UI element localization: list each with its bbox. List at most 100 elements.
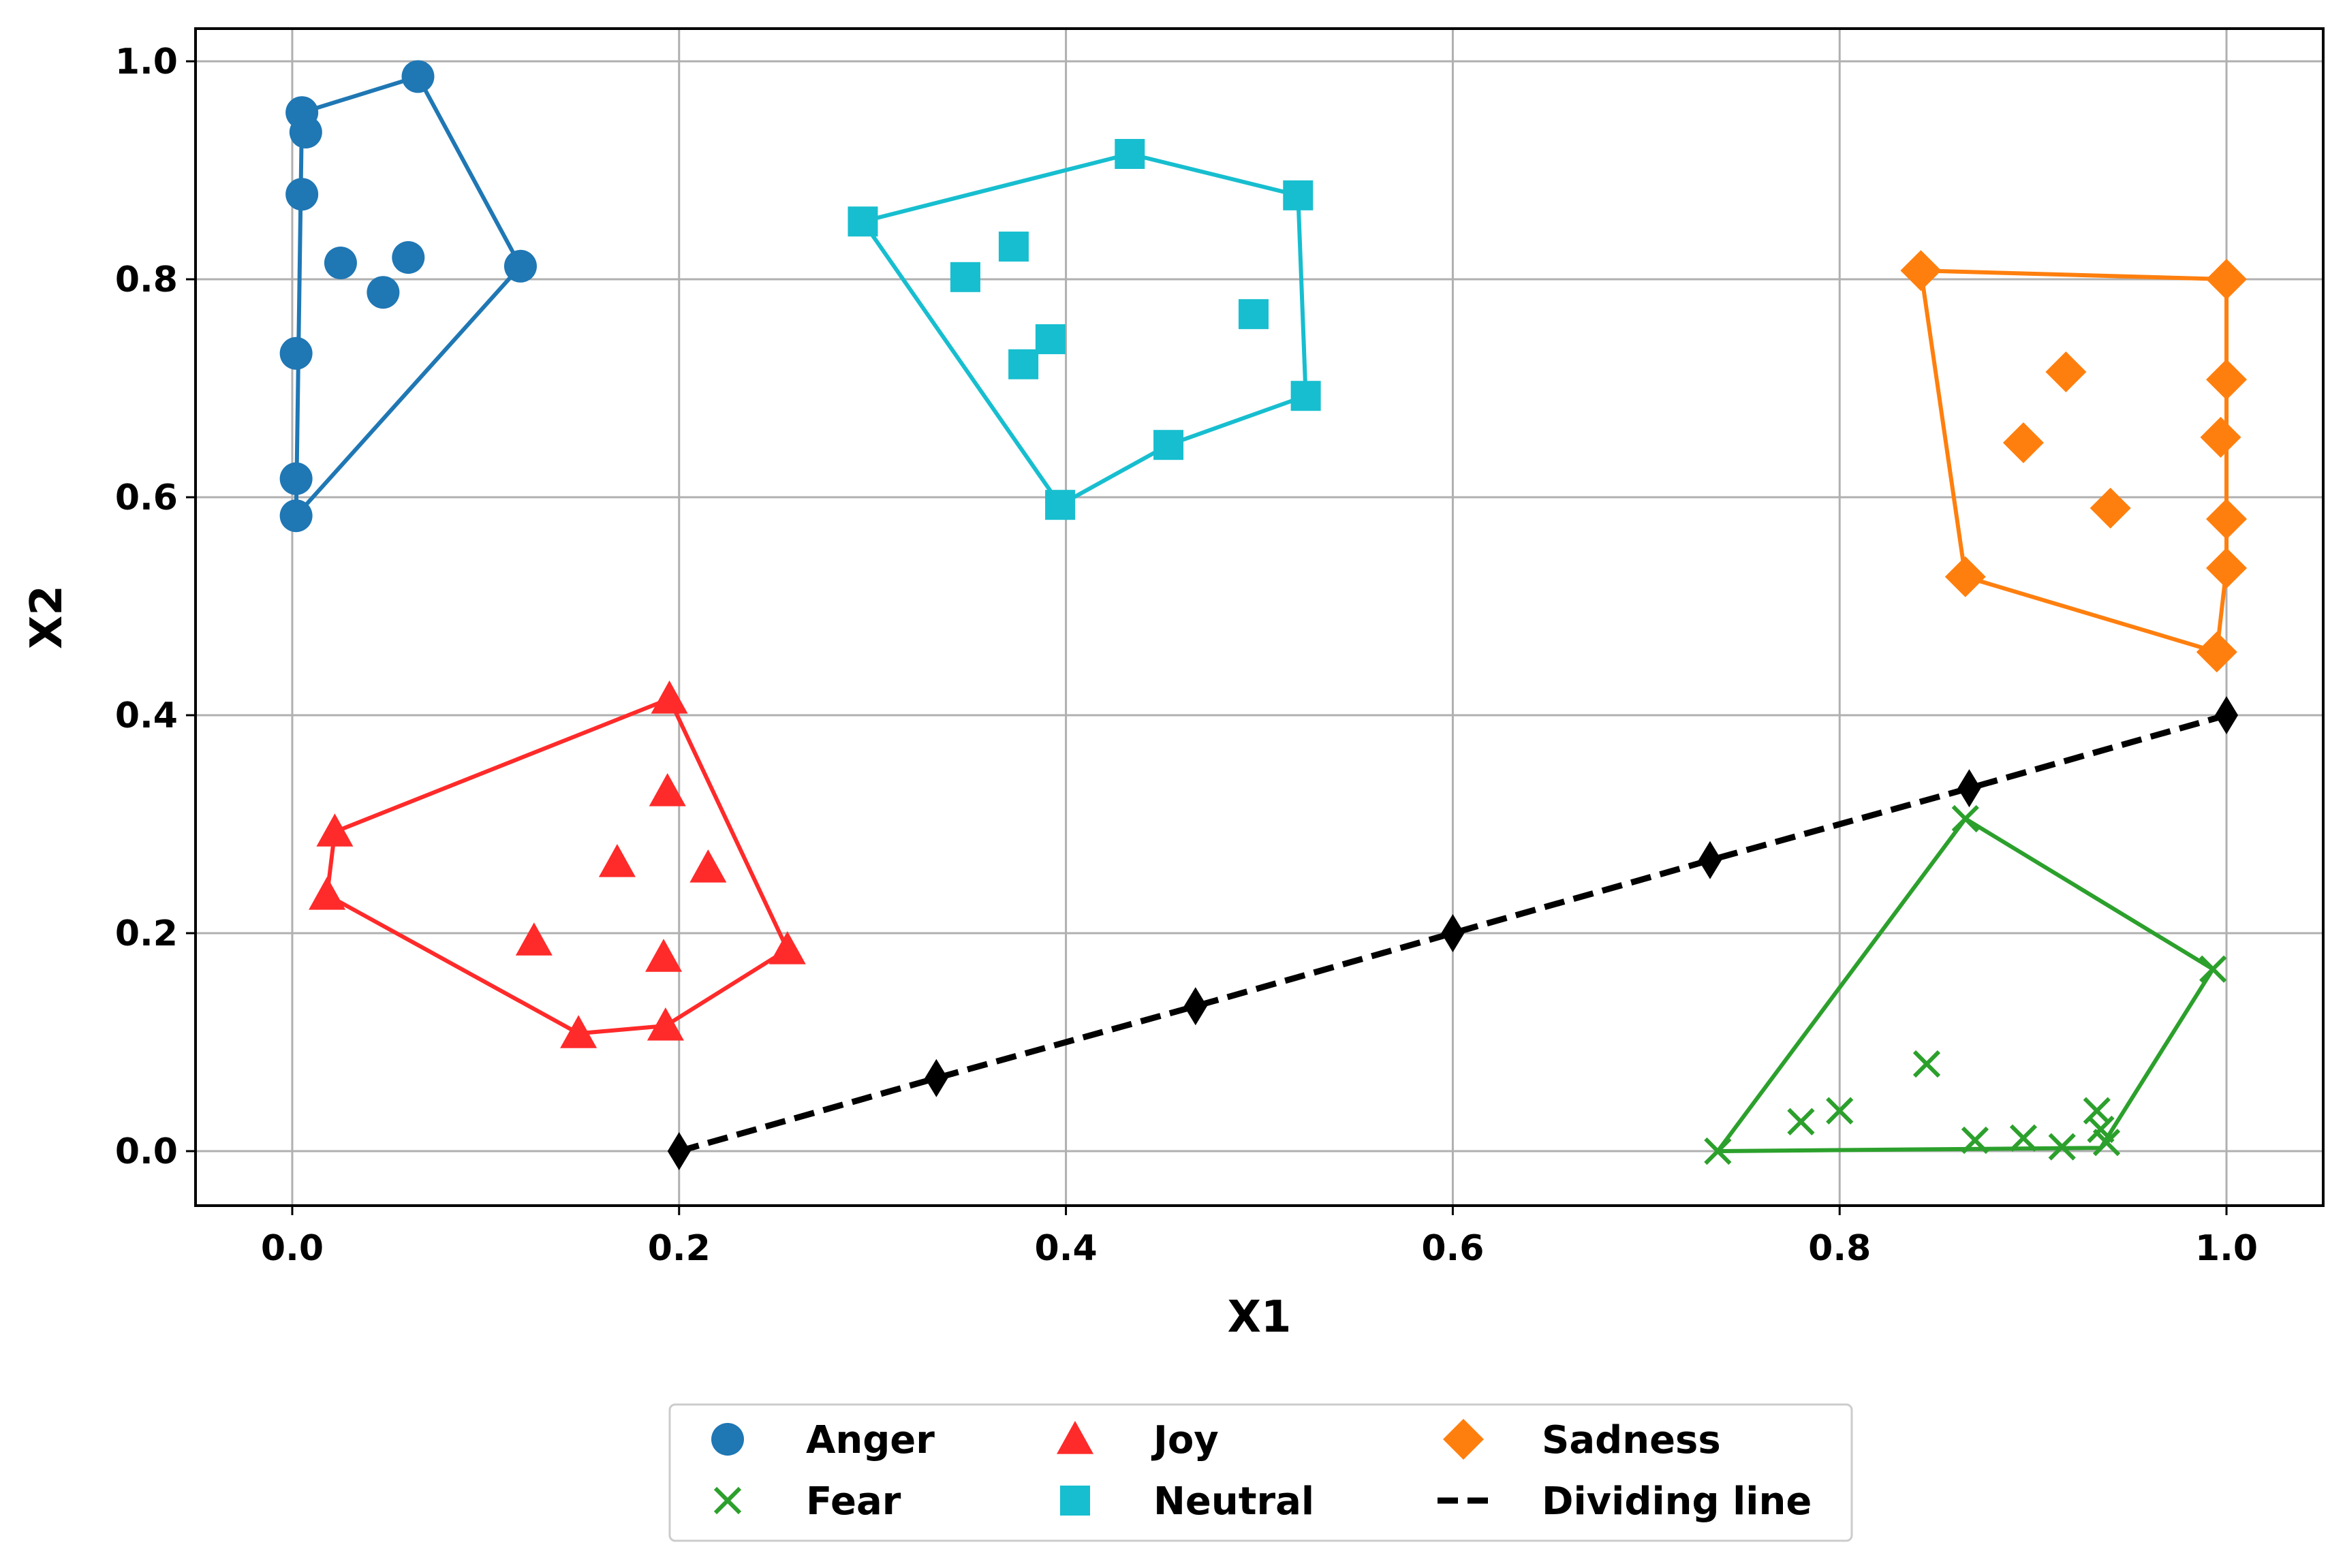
fear-point bbox=[1951, 804, 1979, 833]
fear-point bbox=[1704, 1137, 1732, 1165]
joy-point bbox=[598, 844, 636, 877]
dividing-line-point bbox=[1698, 841, 1722, 879]
x-stroke bbox=[2009, 1124, 2038, 1152]
joy-point bbox=[560, 1015, 597, 1048]
x-tick-label: 0.2 bbox=[648, 1228, 711, 1269]
anger-point bbox=[279, 499, 313, 533]
legend-marker-fear bbox=[713, 1486, 742, 1515]
anger-point bbox=[392, 241, 425, 274]
joy-hull bbox=[325, 697, 790, 1036]
joy-point bbox=[647, 1007, 684, 1041]
neutral-point bbox=[1045, 490, 1076, 520]
sadness-hull bbox=[1919, 268, 2229, 655]
sadness-point bbox=[1944, 556, 1986, 597]
x-tick-label: 0.4 bbox=[1035, 1228, 1098, 1269]
x-tick-label: 0.0 bbox=[261, 1228, 324, 1269]
x-tick-label: 0.6 bbox=[1421, 1228, 1484, 1269]
joy-point bbox=[316, 813, 354, 847]
sadness-point bbox=[2196, 631, 2237, 673]
y-tick-label: 0.2 bbox=[115, 913, 178, 954]
fear-point bbox=[2009, 1124, 2038, 1152]
neutral-point bbox=[1290, 381, 1321, 411]
sadness-point bbox=[2206, 259, 2248, 300]
anger-point bbox=[279, 462, 313, 495]
sadness-point bbox=[2206, 499, 2248, 539]
x-stroke bbox=[713, 1486, 742, 1515]
x-axis-title: X1 bbox=[1228, 1292, 1292, 1343]
fear-point bbox=[1912, 1050, 1941, 1078]
sadness-point bbox=[2002, 422, 2044, 463]
fear-point bbox=[1961, 1126, 1989, 1155]
joy-point bbox=[309, 877, 346, 910]
dividing-line-point bbox=[1957, 769, 1981, 808]
legend-box bbox=[668, 1403, 1853, 1542]
joy-point bbox=[649, 773, 686, 806]
y-tick-label: 0.6 bbox=[115, 477, 178, 518]
joy-point bbox=[651, 680, 688, 714]
anger-point bbox=[279, 336, 313, 370]
joy-point bbox=[768, 931, 806, 965]
legend-label: Dividing line bbox=[1542, 1479, 1812, 1524]
neutral-point bbox=[950, 262, 980, 292]
x-stroke bbox=[1787, 1108, 1815, 1135]
legend-label: Anger bbox=[806, 1418, 935, 1462]
dividing-line-point bbox=[667, 1132, 691, 1170]
fear-point bbox=[2092, 1129, 2121, 1157]
x-stroke bbox=[1704, 1137, 1732, 1165]
neutral-point bbox=[1008, 349, 1039, 379]
sadness-point bbox=[2206, 548, 2248, 589]
legend-label: Fear bbox=[806, 1479, 901, 1524]
dividing-line-point bbox=[1183, 987, 1207, 1026]
x-tick-label: 1.0 bbox=[2195, 1228, 2258, 1269]
x-stroke bbox=[2199, 955, 2227, 983]
anger-point bbox=[401, 60, 435, 93]
x-stroke bbox=[2087, 1115, 2115, 1144]
neutral-point bbox=[1115, 139, 1145, 169]
sadness-point bbox=[1900, 250, 1942, 292]
anger-hull bbox=[294, 74, 523, 518]
joy-point bbox=[515, 922, 553, 956]
legend-label: Joy bbox=[1151, 1418, 1219, 1462]
y-tick-label: 0.0 bbox=[115, 1131, 178, 1172]
anger-point bbox=[367, 276, 400, 309]
x-tick-label: 0.8 bbox=[1808, 1228, 1871, 1269]
x-stroke bbox=[2092, 1129, 2121, 1157]
data-points bbox=[279, 60, 2248, 1170]
grid-lines bbox=[196, 29, 2323, 1206]
legend-marker-neutral bbox=[1060, 1486, 1090, 1516]
axis-ticks: 0.0 0.2 0.4 0.6 0.8 1.0 0.0 0.2 0.4 0.6 0.8 1.0 bbox=[115, 42, 2258, 1269]
y-tick-label: 1.0 bbox=[115, 42, 178, 82]
plot-area-frame bbox=[194, 27, 2325, 1207]
legend-marker-joy bbox=[1057, 1421, 1093, 1454]
sadness-point bbox=[2090, 488, 2131, 529]
neutral-point bbox=[1153, 430, 1184, 460]
fear-point bbox=[2048, 1133, 2076, 1161]
legend-marker-sadness bbox=[1443, 1419, 1484, 1460]
fear-point bbox=[1787, 1108, 1815, 1135]
neutral-point bbox=[1238, 299, 1269, 330]
fear-hull bbox=[1715, 817, 2216, 1153]
x-stroke bbox=[2048, 1133, 2076, 1161]
neutral-point bbox=[1283, 180, 1314, 210]
sadness-point bbox=[2206, 359, 2248, 401]
y-axis-title: X2 bbox=[22, 585, 72, 649]
neutral-point bbox=[1035, 324, 1066, 354]
anger-point bbox=[324, 247, 357, 279]
joy-point bbox=[689, 849, 727, 883]
neutral-point bbox=[848, 206, 878, 237]
sadness-point bbox=[2045, 351, 2087, 392]
dividing-line-point bbox=[925, 1059, 948, 1097]
x-stroke bbox=[1951, 804, 1979, 833]
y-tick-label: 0.8 bbox=[115, 260, 178, 300]
x-stroke bbox=[1912, 1050, 1941, 1078]
sadness-point bbox=[2200, 417, 2241, 458]
y-tick-label: 0.4 bbox=[115, 695, 178, 736]
legend: Anger Fear Joy Neutral Sadness Dividing line bbox=[668, 1403, 1853, 1542]
legend-marker-anger bbox=[711, 1423, 744, 1456]
joy-point bbox=[645, 939, 683, 972]
x-stroke bbox=[1826, 1097, 1854, 1125]
fear-point bbox=[1826, 1097, 1854, 1125]
dividing-line-point bbox=[2215, 696, 2239, 734]
anger-point bbox=[289, 116, 322, 148]
